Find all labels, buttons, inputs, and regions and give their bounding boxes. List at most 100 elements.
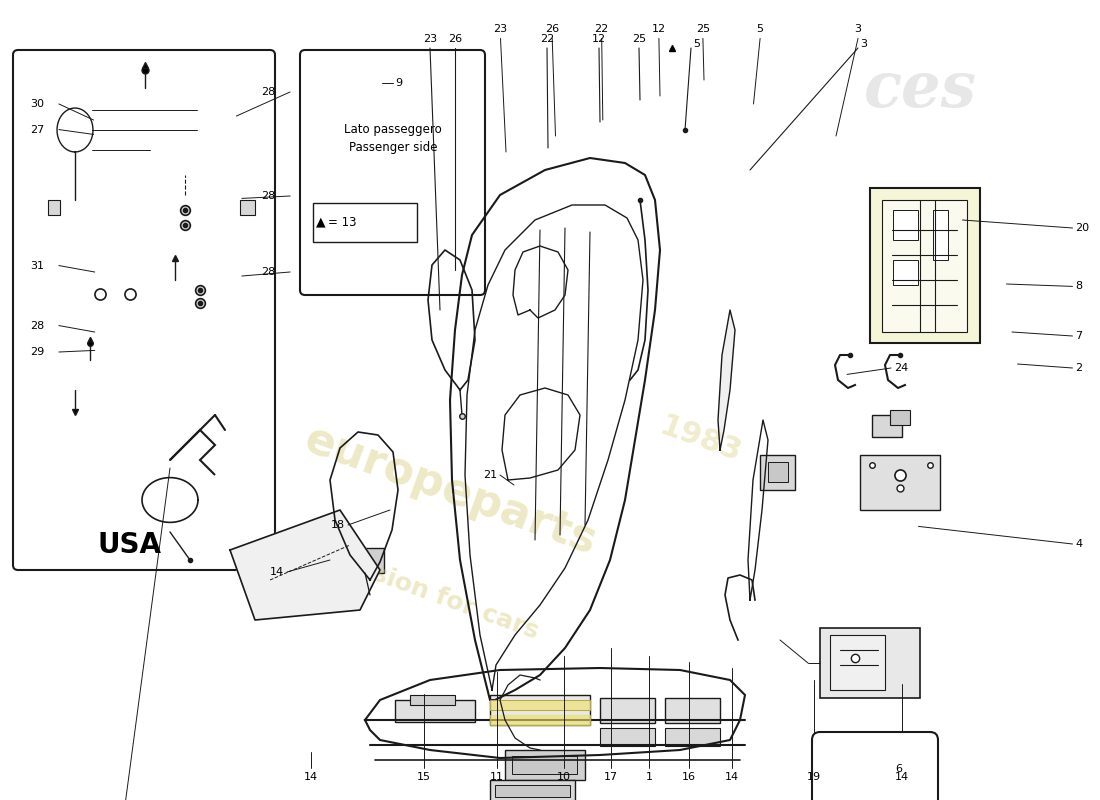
Text: 8: 8 <box>1076 282 1082 291</box>
Polygon shape <box>490 700 590 710</box>
FancyBboxPatch shape <box>352 548 384 573</box>
Text: 28: 28 <box>261 87 275 97</box>
Text: 12: 12 <box>652 24 666 34</box>
Polygon shape <box>48 200 60 215</box>
FancyBboxPatch shape <box>666 728 720 746</box>
Text: 22: 22 <box>595 24 608 34</box>
FancyBboxPatch shape <box>505 750 585 780</box>
Text: 20: 20 <box>1076 223 1090 233</box>
Text: 21: 21 <box>483 470 497 480</box>
Polygon shape <box>230 510 380 620</box>
FancyBboxPatch shape <box>395 700 475 722</box>
FancyBboxPatch shape <box>336 68 380 98</box>
Text: ▲: ▲ <box>316 215 326 229</box>
FancyBboxPatch shape <box>812 732 938 800</box>
FancyBboxPatch shape <box>60 280 240 308</box>
Polygon shape <box>718 310 735 450</box>
FancyBboxPatch shape <box>870 188 980 343</box>
FancyBboxPatch shape <box>155 400 210 428</box>
Text: 29: 29 <box>30 347 44 357</box>
Text: 25: 25 <box>631 34 646 44</box>
FancyBboxPatch shape <box>857 763 877 775</box>
Text: 25: 25 <box>696 24 710 34</box>
Text: 12: 12 <box>592 34 606 44</box>
Text: 30: 30 <box>30 99 44 109</box>
Polygon shape <box>490 715 590 725</box>
Text: europeparts: europeparts <box>298 417 602 563</box>
FancyBboxPatch shape <box>410 695 455 705</box>
Text: 11: 11 <box>491 772 504 782</box>
FancyBboxPatch shape <box>512 756 578 774</box>
Polygon shape <box>502 388 580 480</box>
Text: 26: 26 <box>546 24 559 34</box>
Text: 10: 10 <box>558 772 571 782</box>
Text: 16: 16 <box>682 772 695 782</box>
Text: 22: 22 <box>540 34 554 44</box>
FancyBboxPatch shape <box>600 698 654 723</box>
Text: 19: 19 <box>807 772 821 782</box>
Text: 14: 14 <box>305 772 318 782</box>
Text: 1: 1 <box>646 772 652 782</box>
Text: 15: 15 <box>417 772 430 782</box>
FancyBboxPatch shape <box>666 698 720 723</box>
Text: 24: 24 <box>894 363 909 373</box>
FancyBboxPatch shape <box>145 363 230 385</box>
Polygon shape <box>513 246 568 318</box>
FancyBboxPatch shape <box>490 695 590 725</box>
Text: Passenger side: Passenger side <box>349 142 438 154</box>
Text: 4: 4 <box>1076 539 1082 549</box>
Text: 26: 26 <box>448 34 462 44</box>
FancyBboxPatch shape <box>342 74 374 92</box>
FancyBboxPatch shape <box>300 50 485 295</box>
Text: 9: 9 <box>395 78 403 88</box>
FancyBboxPatch shape <box>490 780 575 800</box>
Polygon shape <box>240 200 255 215</box>
FancyBboxPatch shape <box>860 455 940 510</box>
Text: 27: 27 <box>30 125 44 134</box>
Text: 7: 7 <box>1076 331 1082 341</box>
FancyBboxPatch shape <box>314 203 417 242</box>
Text: USA: USA <box>98 531 162 559</box>
Text: 3: 3 <box>855 24 861 34</box>
Text: 17: 17 <box>604 772 617 782</box>
FancyBboxPatch shape <box>893 210 918 240</box>
FancyBboxPatch shape <box>882 200 967 332</box>
FancyBboxPatch shape <box>92 88 197 163</box>
FancyBboxPatch shape <box>850 758 886 780</box>
FancyBboxPatch shape <box>197 105 215 150</box>
Text: 14: 14 <box>725 772 738 782</box>
FancyBboxPatch shape <box>893 260 918 285</box>
Text: ces: ces <box>864 59 977 121</box>
Text: 5: 5 <box>757 24 763 34</box>
Text: = 13: = 13 <box>328 215 356 229</box>
Text: 23: 23 <box>494 24 507 34</box>
FancyBboxPatch shape <box>760 455 795 490</box>
Text: 28: 28 <box>261 267 275 277</box>
FancyBboxPatch shape <box>872 415 902 437</box>
Text: 31: 31 <box>30 261 44 270</box>
FancyBboxPatch shape <box>60 360 140 390</box>
FancyBboxPatch shape <box>830 635 886 690</box>
FancyBboxPatch shape <box>495 785 570 797</box>
Text: 6: 6 <box>895 764 902 774</box>
Text: 3: 3 <box>860 39 867 49</box>
FancyBboxPatch shape <box>768 462 788 482</box>
Text: 14: 14 <box>270 567 284 577</box>
FancyBboxPatch shape <box>933 210 948 260</box>
Text: a passion for cars: a passion for cars <box>298 536 542 644</box>
Text: 28: 28 <box>30 321 44 330</box>
Text: 2: 2 <box>1076 363 1082 373</box>
Text: 18: 18 <box>331 520 345 530</box>
Text: Lato passeggero: Lato passeggero <box>344 123 442 137</box>
Text: 14: 14 <box>895 772 909 782</box>
FancyBboxPatch shape <box>214 115 230 140</box>
Text: 23: 23 <box>422 34 437 44</box>
Text: 1983: 1983 <box>656 412 745 468</box>
FancyBboxPatch shape <box>600 728 654 746</box>
FancyBboxPatch shape <box>60 195 240 220</box>
FancyBboxPatch shape <box>13 50 275 570</box>
FancyBboxPatch shape <box>175 408 192 420</box>
Text: 28: 28 <box>261 191 275 201</box>
FancyBboxPatch shape <box>890 410 910 425</box>
FancyBboxPatch shape <box>820 628 920 698</box>
